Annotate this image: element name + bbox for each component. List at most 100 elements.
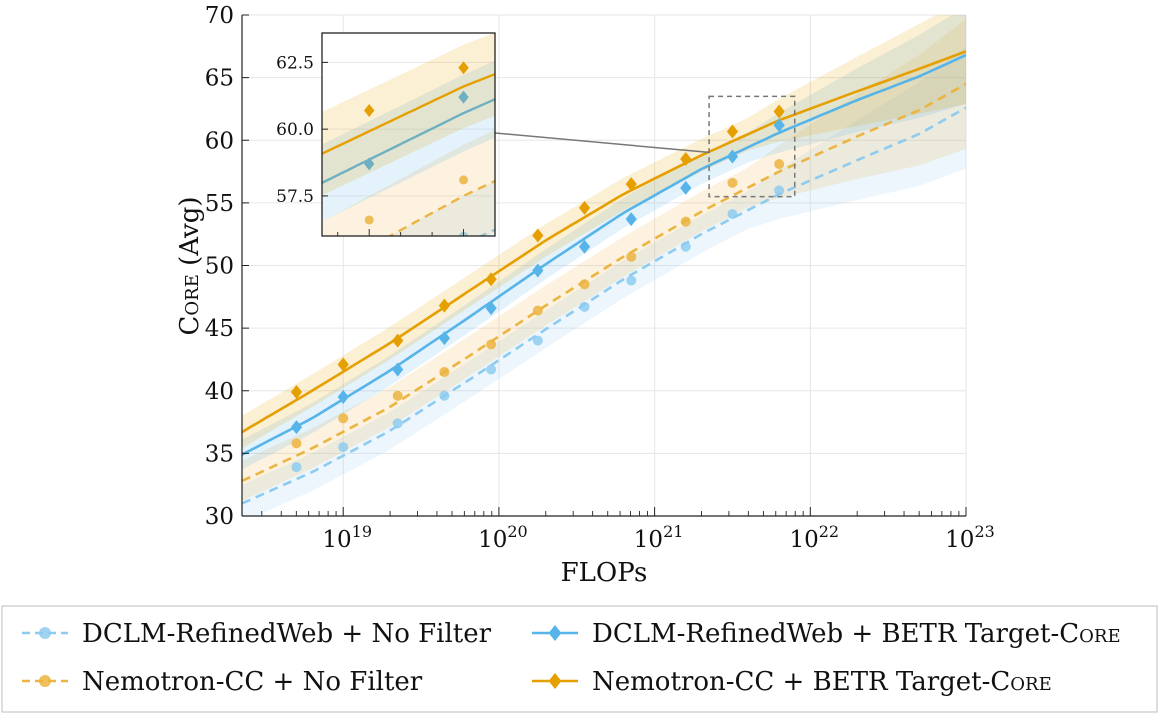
dclm-betr-point <box>392 362 404 377</box>
nemotron-nofilter-band <box>242 19 966 501</box>
nemotron-betr-fit-line <box>242 50 966 434</box>
dclm-betr-point <box>438 331 451 346</box>
nemotron-nofilter-point <box>626 251 637 262</box>
dclm-nofilter-point <box>579 301 590 312</box>
inset-y-tick-label: 57.5 <box>276 187 314 207</box>
y-tick-label: 60 <box>205 128 234 154</box>
legend-label: Nemotron-CC + BETR Target-Core <box>592 667 1052 697</box>
inset-series <box>322 33 495 291</box>
dclm-betr-point <box>485 301 497 316</box>
x-axis-label: FLOPs <box>561 558 648 588</box>
nemotron-betr-point <box>773 104 785 119</box>
nemotron-betr-inset-point <box>458 61 469 75</box>
y-tick-label: 70 <box>205 3 234 29</box>
legend: DCLM-RefinedWeb + No Filter Nemotron-CC +… <box>1 605 1158 713</box>
legend-marker <box>39 675 51 687</box>
nemotron-betr-point <box>532 228 544 243</box>
nemotron-betr-point <box>485 272 497 287</box>
dclm-nofilter-point <box>392 418 403 429</box>
dclm-betr-point <box>578 239 591 254</box>
nemotron-nofilter-point <box>338 413 349 424</box>
nemotron-betr-inset-point <box>363 103 375 117</box>
y-tick-label: 30 <box>205 504 234 530</box>
dclm-nofilter-band <box>242 46 966 516</box>
dclm-nofilter-point <box>727 209 738 220</box>
nemotron-betr-point <box>625 177 637 192</box>
dclm-betr-point <box>773 118 785 133</box>
y-axis-label: Core (Avg) <box>175 197 205 336</box>
zoom-indicator <box>494 95 796 198</box>
main-data-points <box>290 104 785 473</box>
nemotron-betr-point <box>337 357 349 372</box>
dclm-nofilter-point <box>338 442 349 453</box>
nemotron-betr-point <box>438 298 451 313</box>
legend-item-nemotron-nofilter: Nemotron-CC + No Filter <box>22 667 423 697</box>
dclm-betr-point <box>680 180 692 195</box>
x-tick-label: 1019 <box>322 522 372 553</box>
nemotron-nofilter-point <box>291 438 302 449</box>
main-axes: 30 35 40 45 50 55 60 65 70 1019 1020 1021 1022 1023 <box>205 3 995 553</box>
inset-frame <box>321 32 496 237</box>
inset-y-tick-label: 62.5 <box>276 53 314 73</box>
nemotron-betr-inset-line <box>322 72 495 156</box>
inset-plot: 57.5 60.0 62.5 <box>276 32 496 291</box>
legend-marker <box>548 673 562 689</box>
legend-frame <box>1 605 1158 713</box>
inset-y-tick-label: 60.0 <box>276 120 314 140</box>
legend-marker <box>39 627 51 639</box>
dclm-betr-point <box>290 420 303 435</box>
y-tick-label: 55 <box>205 191 234 217</box>
dclm-betr-point <box>337 390 349 405</box>
nemotron-nofilter-inset-point <box>459 175 469 185</box>
x-tick-label: 1022 <box>789 522 839 553</box>
legend-item-nemotron-betr: Nemotron-CC + BETR Target-Core <box>532 667 1052 697</box>
dclm-nofilter-point <box>291 462 302 473</box>
main-confidence-bands <box>242 15 966 516</box>
dclm-nofilter-point <box>439 390 450 401</box>
nemotron-nofilter-point <box>727 177 738 188</box>
x-tick-label: 1021 <box>634 522 684 553</box>
nemotron-nofilter-point <box>486 339 497 350</box>
nemotron-betr-point <box>578 200 591 215</box>
main-fit-lines <box>242 50 966 505</box>
y-tick-label: 40 <box>205 379 234 405</box>
legend-label: DCLM-RefinedWeb + BETR Target-Core <box>592 619 1121 649</box>
legend-label: Nemotron-CC + No Filter <box>82 667 423 697</box>
dclm-betr-fit-line <box>242 53 966 456</box>
dclm-betr-point <box>532 263 544 278</box>
nemotron-betr-point <box>392 333 404 348</box>
legend-label: DCLM-RefinedWeb + No Filter <box>82 619 492 649</box>
dclm-nofilter-point <box>680 241 691 252</box>
dclm-betr-band <box>242 15 966 470</box>
y-tick-label: 35 <box>205 441 234 467</box>
zoom-box <box>708 95 796 198</box>
nemotron-nofilter-point <box>774 159 785 170</box>
y-tick-label: 45 <box>205 316 234 342</box>
legend-marker <box>548 625 562 641</box>
nemotron-nofilter-inset-band <box>322 129 495 236</box>
nemotron-nofilter-inset-point <box>364 215 374 225</box>
nemotron-nofilter-point <box>532 305 543 316</box>
x-tick-label: 1020 <box>478 522 528 553</box>
dclm-betr-point <box>625 212 637 227</box>
nemotron-nofilter-point <box>439 366 450 377</box>
y-tick-label: 65 <box>205 66 234 92</box>
nemotron-betr-point <box>680 152 692 167</box>
dclm-betr-inset-line <box>322 97 495 185</box>
nemotron-betr-point <box>726 124 739 139</box>
dclm-nofilter-point <box>532 335 543 346</box>
nemotron-betr-band <box>242 15 966 449</box>
nemotron-nofilter-point <box>579 279 590 290</box>
nemotron-betr-point <box>290 385 303 400</box>
y-tick-label: 50 <box>205 254 234 280</box>
nemotron-nofilter-fit-line <box>242 82 966 483</box>
nemotron-nofilter-point <box>392 390 403 401</box>
x-tick-label: 1023 <box>945 522 995 553</box>
dclm-nofilter-inset-point <box>365 282 374 291</box>
dclm-nofilter-point <box>626 275 637 286</box>
dclm-nofilter-fit-line <box>242 106 966 505</box>
dclm-betr-point <box>726 149 739 164</box>
dclm-nofilter-point <box>486 364 497 375</box>
dclm-betr-inset-point <box>363 157 375 171</box>
